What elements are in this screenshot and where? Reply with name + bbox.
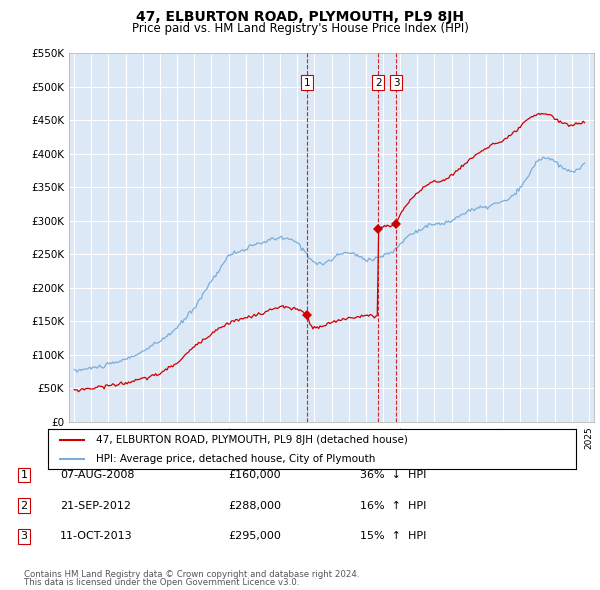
Text: 07-AUG-2008: 07-AUG-2008 [60,470,134,480]
Text: Price paid vs. HM Land Registry's House Price Index (HPI): Price paid vs. HM Land Registry's House … [131,22,469,35]
Text: 3: 3 [393,78,400,87]
Text: 47, ELBURTON ROAD, PLYMOUTH, PL9 8JH: 47, ELBURTON ROAD, PLYMOUTH, PL9 8JH [136,9,464,24]
Text: 3: 3 [20,532,28,541]
Text: £288,000: £288,000 [228,501,281,510]
Text: 1: 1 [20,470,28,480]
Text: HPI: Average price, detached house, City of Plymouth: HPI: Average price, detached house, City… [95,454,375,464]
Text: Contains HM Land Registry data © Crown copyright and database right 2024.: Contains HM Land Registry data © Crown c… [24,570,359,579]
Text: 36%  ↓  HPI: 36% ↓ HPI [360,470,427,480]
Text: 1: 1 [304,78,310,87]
Text: 2: 2 [20,501,28,510]
Text: This data is licensed under the Open Government Licence v3.0.: This data is licensed under the Open Gov… [24,578,299,587]
Text: £160,000: £160,000 [228,470,281,480]
Text: 21-SEP-2012: 21-SEP-2012 [60,501,131,510]
Text: 11-OCT-2013: 11-OCT-2013 [60,532,133,541]
Text: 15%  ↑  HPI: 15% ↑ HPI [360,532,427,541]
Text: 16%  ↑  HPI: 16% ↑ HPI [360,501,427,510]
Text: 47, ELBURTON ROAD, PLYMOUTH, PL9 8JH (detached house): 47, ELBURTON ROAD, PLYMOUTH, PL9 8JH (de… [95,435,407,445]
Text: £295,000: £295,000 [228,532,281,541]
Text: 2: 2 [375,78,382,87]
